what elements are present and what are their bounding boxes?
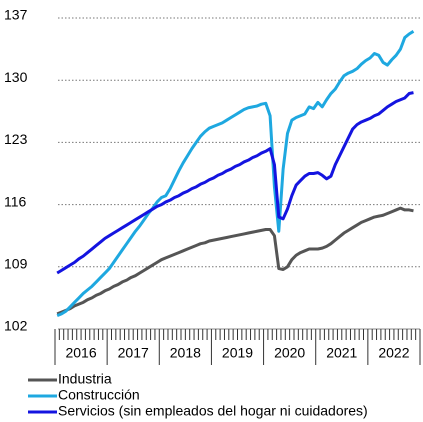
x-tick-label: 2018 <box>170 345 201 361</box>
x-tick-label: 2017 <box>118 345 149 361</box>
series-line <box>56 91 414 275</box>
y-tick-label: 116 <box>4 193 27 209</box>
y-tick-label: 130 <box>4 69 28 85</box>
y-tick-label: 109 <box>4 256 28 272</box>
legend-label: Construcción <box>58 387 140 403</box>
y-tick-label: 137 <box>4 7 28 23</box>
x-tick-label: 2021 <box>326 345 357 361</box>
series-line <box>56 30 415 318</box>
x-tick-label: 2022 <box>378 345 409 361</box>
x-tick-label: 2020 <box>274 345 305 361</box>
series-line <box>56 206 414 316</box>
y-tick-label: 123 <box>4 131 28 147</box>
y-tick-label: 102 <box>4 318 28 334</box>
x-tick-label: 2019 <box>222 345 253 361</box>
x-tick-label: 2016 <box>65 345 96 361</box>
legend-label: Industria <box>58 371 112 387</box>
legend-label: Servicios (sin empleados del hogar ni cu… <box>58 403 368 419</box>
